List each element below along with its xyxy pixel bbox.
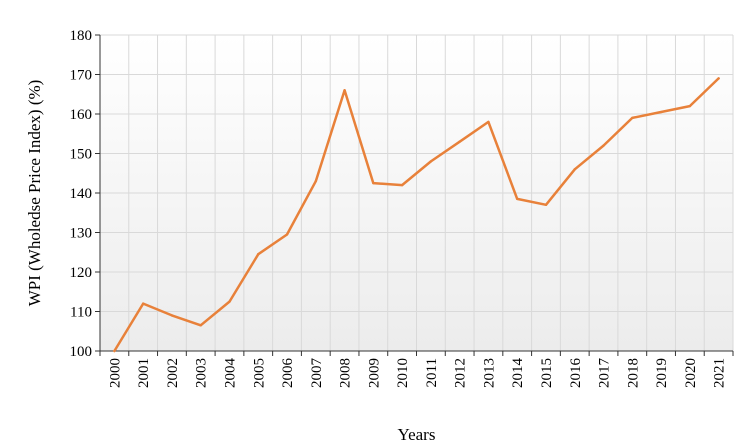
data-point: [631, 116, 634, 120]
x-tick-labels: 2000 2001 2002 2003 2004 2005 2006 2007 2008 2009…: [107, 358, 727, 389]
data-point: [429, 160, 433, 163]
data-point: [400, 183, 404, 187]
x-tick-label: 2010: [395, 358, 411, 388]
series-group: [113, 77, 720, 353]
data-point: [372, 181, 375, 185]
data-point: [285, 233, 289, 236]
data-point: [314, 179, 317, 183]
y-tick-label: 130: [70, 226, 93, 242]
y-tick-label: 100: [70, 344, 93, 360]
y-axis-title: WPI (Wholedse Price Index) (%): [25, 80, 44, 307]
x-tick-label: 2021: [712, 358, 728, 388]
x-tick-label: 2018: [625, 358, 641, 388]
data-point: [544, 203, 548, 207]
x-axis-title: Years: [398, 425, 436, 444]
data-point: [113, 349, 116, 353]
data-point: [717, 77, 720, 80]
x-tick-label: 2001: [136, 358, 152, 388]
x-tick-label: 2000: [107, 358, 123, 388]
data-point: [516, 197, 519, 201]
y-tick-label: 120: [70, 265, 93, 281]
x-tick-label: 2019: [654, 358, 670, 388]
data-point: [199, 324, 202, 327]
x-tick-label: 2012: [453, 358, 469, 388]
x-tick-label: 2004: [222, 358, 238, 389]
y-tick-label: 180: [70, 28, 93, 44]
x-tick-label: 2020: [683, 358, 699, 388]
y-tick-label: 110: [70, 305, 92, 321]
data-point: [228, 300, 231, 303]
data-point: [458, 140, 461, 143]
data-point: [602, 144, 605, 147]
y-tick-label: 150: [70, 147, 93, 163]
x-tick-label: 2005: [251, 358, 267, 388]
data-point: [659, 110, 663, 114]
data-point: [487, 120, 490, 124]
x-tick-label: 2011: [424, 358, 440, 387]
x-tick-label: 2015: [539, 358, 555, 388]
y-tick-label: 170: [70, 68, 93, 84]
x-tick-label: 2003: [194, 358, 210, 388]
x-tick-label: 2006: [280, 358, 296, 389]
y-tick-labels: 100 110 120 130 140 150 160 170 180: [70, 28, 93, 360]
data-point: [573, 168, 576, 171]
axes: [95, 34, 734, 356]
series-line: [113, 77, 720, 353]
data-point: [343, 89, 346, 92]
data-point: [170, 314, 174, 317]
y-tick-label: 140: [70, 186, 93, 202]
x-tick-label: 2009: [366, 358, 382, 388]
x-tick-label: 2007: [309, 358, 325, 389]
x-tick-label: 2017: [597, 358, 613, 389]
x-tick-label: 2014: [510, 358, 526, 389]
x-tick-label: 2008: [338, 358, 354, 388]
data-point: [688, 104, 692, 108]
gridlines: [100, 34, 734, 352]
y-tick-label: 160: [70, 107, 93, 123]
x-tick-label: 2013: [481, 358, 497, 388]
data-point: [141, 302, 145, 305]
data-point: [257, 253, 260, 256]
x-tick-label: 2002: [165, 358, 181, 388]
x-tick-label: 2016: [568, 358, 584, 389]
